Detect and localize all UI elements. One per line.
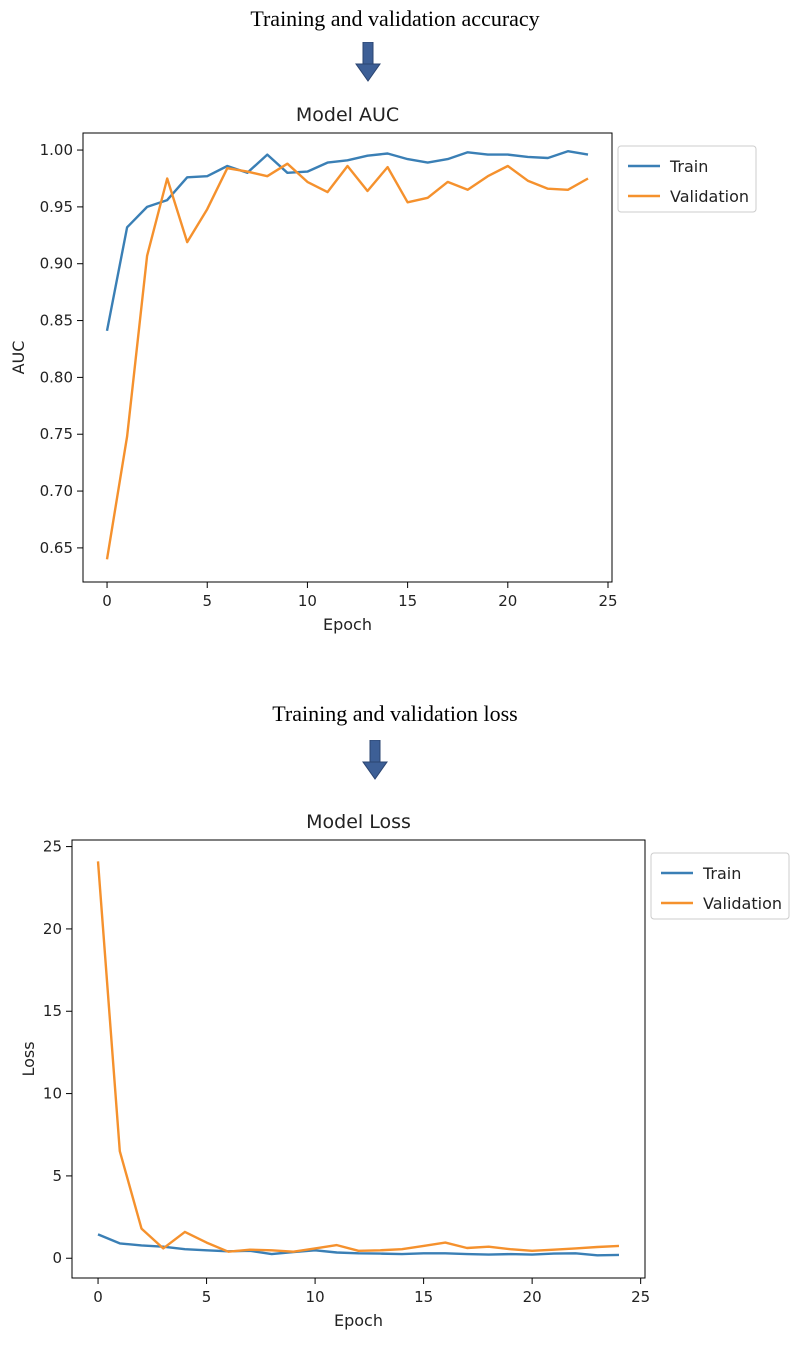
y-axis-label: Loss	[19, 1041, 38, 1076]
legend-label-validation: Validation	[670, 187, 749, 206]
y-tick-label: 0.75	[40, 425, 73, 443]
y-axis-label: AUC	[9, 341, 28, 375]
x-tick-label: 5	[202, 1288, 212, 1306]
series-line-validation	[105, 162, 589, 560]
y-tick-label: 1.00	[40, 141, 73, 159]
y-tick-label: 10	[43, 1085, 62, 1103]
down-arrow-icon	[362, 740, 388, 780]
x-tick-label: 15	[398, 592, 417, 610]
y-tick-label: 5	[52, 1167, 62, 1185]
x-tick-label: 0	[93, 1288, 103, 1306]
x-tick-label: 0	[102, 592, 112, 610]
accuracy-caption: Training and validation accuracy	[250, 6, 540, 31]
chart-title: Model AUC	[296, 104, 399, 126]
y-tick-label: 25	[43, 838, 62, 856]
x-tick-label: 20	[523, 1288, 542, 1306]
chart-title: Model Loss	[306, 811, 411, 833]
y-tick-label: 0.95	[40, 198, 73, 216]
y-tick-label: 0.80	[40, 368, 73, 386]
legend-label-validation: Validation	[703, 894, 782, 913]
plot-frame	[82, 132, 613, 583]
y-tick-label: 0	[52, 1249, 62, 1267]
legend-label-train: Train	[669, 157, 708, 176]
series-line-train	[105, 149, 589, 332]
x-tick-label: 10	[298, 592, 317, 610]
y-tick-label: 0.70	[40, 482, 73, 500]
x-tick-label: 10	[306, 1288, 325, 1306]
series-line-train	[97, 1233, 620, 1257]
x-tick-label: 5	[202, 592, 212, 610]
y-tick-label: 0.85	[40, 312, 73, 330]
plot-frame	[71, 839, 646, 1279]
down-arrow-icon	[355, 42, 381, 82]
x-tick-label: 25	[631, 1288, 650, 1306]
model-auc-chart: Model AUC 0 5 10 15 20 25 0.65 0.70 0.75 0.80 0.85 0…	[9, 104, 757, 634]
x-axis-label: Epoch	[323, 615, 372, 634]
series-line-validation	[96, 861, 620, 1253]
x-tick-label: 20	[498, 592, 517, 610]
y-tick-label: 20	[43, 920, 62, 938]
y-tick-label: 0.90	[40, 255, 73, 273]
x-axis-label: Epoch	[334, 1311, 383, 1330]
y-tick-label: 0.65	[40, 539, 73, 557]
legend-label-train: Train	[702, 864, 741, 883]
loss-caption: Training and validation loss	[272, 701, 518, 726]
x-tick-label: 25	[598, 592, 617, 610]
y-tick-label: 15	[43, 1002, 62, 1020]
x-tick-label: 15	[414, 1288, 433, 1306]
